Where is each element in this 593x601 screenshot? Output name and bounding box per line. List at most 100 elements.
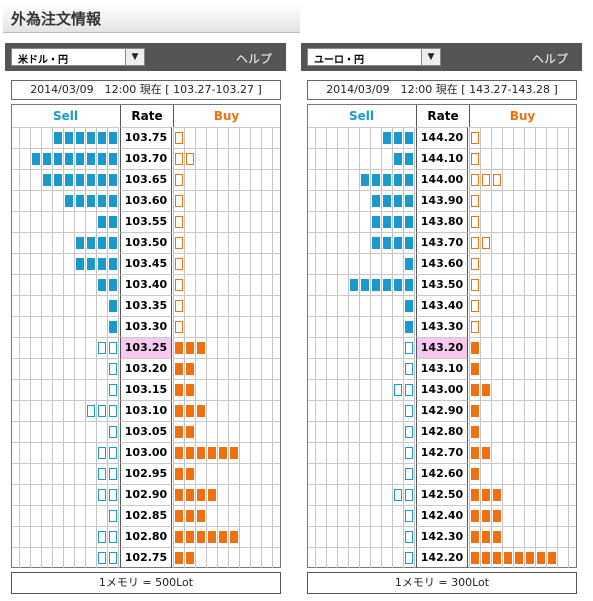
buy-volume-block [197,447,205,459]
order-row: 102.80 [12,526,280,547]
buy-cell [173,484,280,505]
buy-volume-block [197,531,205,543]
sell-volume-block [98,531,106,543]
buy-volume-block [175,384,183,396]
buy-cell [469,400,576,421]
buy-cell [173,190,280,211]
buy-volume-block [175,489,183,501]
buy-volume-block [186,531,194,543]
sell-volume-block [87,195,95,207]
currency-pair-select[interactable]: ユーロ・円 ▼ [307,48,441,66]
sell-volume-block [361,174,369,186]
buy-volume-block [493,510,501,522]
rate-cell: 102.90 [120,484,172,505]
buy-volume-block [471,510,479,522]
rate-cell: 143.80 [416,211,468,232]
sell-volume-block [87,237,95,249]
sell-volume-block [43,174,51,186]
buy-volume-block [230,447,238,459]
buy-cell [173,526,280,547]
buy-cell [173,442,280,463]
rate-cell: 143.60 [416,253,468,274]
buy-volume-block [219,447,227,459]
rate-cell: 142.60 [416,463,468,484]
buy-volume-block [471,279,479,291]
sell-cell [12,316,119,337]
buy-cell [469,547,576,568]
buy-cell [469,505,576,526]
sell-volume-block [65,195,73,207]
sell-volume-block [394,279,402,291]
order-row: 143.90 [308,190,576,211]
sell-cell [308,295,415,316]
buy-volume-block [482,510,490,522]
help-link[interactable]: ヘルプ [235,52,272,66]
sell-volume-block [372,279,380,291]
buy-cell [469,232,576,253]
sell-cell [12,358,119,379]
sell-volume-block [109,153,117,165]
sell-cell [12,484,119,505]
sell-volume-block [65,174,73,186]
buy-volume-block [504,552,512,564]
sell-cell [308,190,415,211]
buy-volume-block [493,489,501,501]
rate-cell: 102.75 [120,547,172,568]
order-row: 102.95 [12,463,280,484]
rate-cell: 142.50 [416,484,468,505]
sell-volume-block [405,132,413,144]
buy-volume-block [471,489,479,501]
buy-cell [469,211,576,232]
sell-cell [12,421,119,442]
sell-volume-block [76,153,84,165]
order-row: 143.50 [308,274,576,295]
rate-cell: 102.85 [120,505,172,526]
rate-cell: 143.00 [416,379,468,400]
sell-volume-block [383,237,391,249]
sell-cell [12,463,119,484]
buy-volume-block [175,426,183,438]
buy-cell [469,526,576,547]
sell-volume-block [383,174,391,186]
buy-volume-block [482,174,490,186]
buy-volume-block [526,552,534,564]
sell-volume-block [383,279,391,291]
order-row: 143.30 [308,316,576,337]
sell-volume-block [405,426,413,438]
order-row: 143.10 [308,358,576,379]
help-link[interactable]: ヘルプ [531,52,568,66]
order-row: 103.65 [12,169,280,190]
sell-header: Sell [348,109,374,123]
buy-volume-block [186,510,194,522]
sell-cell [308,232,415,253]
chevron-down-icon[interactable]: ▼ [125,49,144,65]
rate-cell: 103.35 [120,295,172,316]
sell-volume-block [394,384,402,396]
order-row: 103.50 [12,232,280,253]
buy-volume-block [175,279,183,291]
sell-volume-block [76,132,84,144]
sell-volume-block [32,153,40,165]
order-row: 143.80 [308,211,576,232]
sell-cell [308,463,415,484]
order-row: 103.05 [12,421,280,442]
current-rate-cell: 143.20 [416,337,468,358]
chevron-down-icon[interactable]: ▼ [421,49,440,65]
buy-volume-block [175,321,183,333]
buy-cell [469,190,576,211]
order-row: 142.80 [308,421,576,442]
buy-volume-block [471,258,479,270]
buy-volume-block [175,132,183,144]
rate-cell: 102.80 [120,526,172,547]
sell-cell [12,169,119,190]
buy-volume-block [175,174,183,186]
rate-cell: 144.10 [416,148,468,169]
sell-volume-block [109,531,117,543]
order-row: 103.55 [12,211,280,232]
rate-cell: 103.30 [120,316,172,337]
rate-cell: 103.65 [120,169,172,190]
sell-volume-block [383,195,391,207]
sell-volume-block [394,153,402,165]
currency-pair-select[interactable]: 米ドル・円 ▼ [11,48,145,66]
buy-volume-block [175,258,183,270]
